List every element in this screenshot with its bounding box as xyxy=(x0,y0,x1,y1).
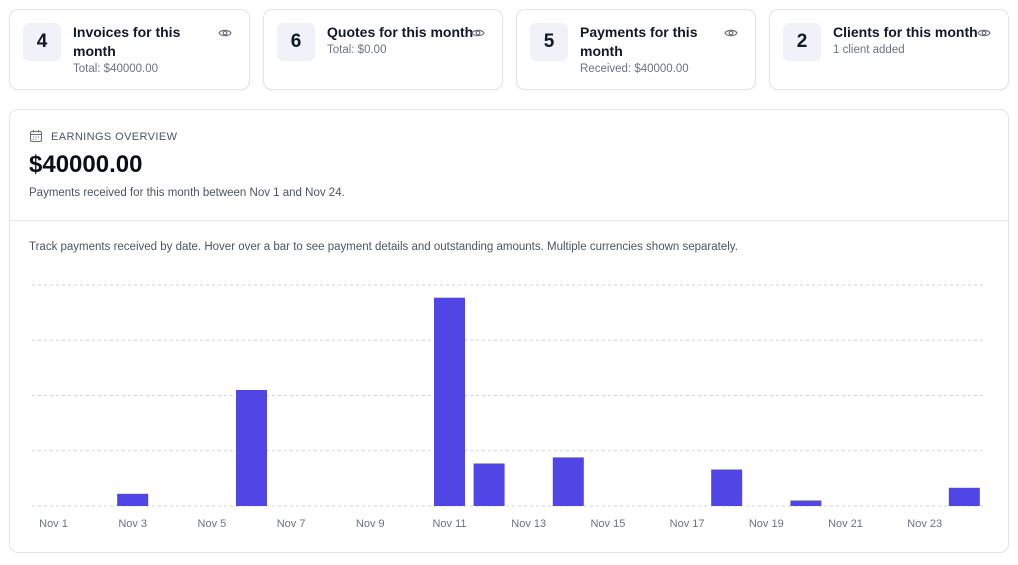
chart-hint: Track payments received by date. Hover o… xyxy=(29,241,738,253)
earnings-description: Payments received for this month between… xyxy=(29,187,345,199)
x-tick-label: Nov 23 xyxy=(907,518,942,530)
invoices-count: 4 xyxy=(23,23,61,61)
earnings-overview-panel: EARNINGS OVERVIEW $40000.00 Payments rec… xyxy=(9,109,1009,553)
quotes-title: Quotes for this month xyxy=(327,24,474,40)
eye-icon[interactable] xyxy=(977,28,991,38)
payments-subtitle: Received: $40000.00 xyxy=(580,63,689,75)
clients-count: 2 xyxy=(783,23,821,61)
x-tick-label: Nov 3 xyxy=(118,518,147,530)
chart-bar-nov-14[interactable] xyxy=(552,457,584,506)
x-tick-label: Nov 11 xyxy=(432,518,466,530)
x-tick-label: Nov 9 xyxy=(356,518,385,530)
clients-subtitle: 1 client added xyxy=(833,44,905,56)
earnings-bar-chart: Nov 1 Nov 3 Nov 5 Nov 7 Nov 9 Nov 11 Nov 13 Nov… xyxy=(32,284,984,530)
chart-bar-nov-18[interactable] xyxy=(711,469,743,507)
x-tick-label: Nov 1 xyxy=(39,518,68,530)
x-tick-label: Nov 21 xyxy=(828,518,863,530)
calendar-icon xyxy=(29,130,43,143)
quotes-card[interactable]: 6 Quotes for this month Total: $0.00 xyxy=(263,9,503,90)
payments-card[interactable]: 5 Payments for this month Received: $400… xyxy=(516,9,756,90)
earnings-amount: $40000.00 xyxy=(29,151,143,178)
invoices-card[interactable]: 4 Invoices for this month Total: $40000.… xyxy=(9,9,250,90)
chart-bar-nov-11[interactable] xyxy=(434,297,465,506)
x-tick-label: Nov 5 xyxy=(198,518,227,530)
invoices-subtitle: Total: $40000.00 xyxy=(73,63,159,75)
eye-icon[interactable] xyxy=(471,28,485,38)
quotes-subtitle: Total: $0.00 xyxy=(327,44,387,56)
x-tick-label: Nov 19 xyxy=(749,518,784,530)
clients-title: Clients for this month xyxy=(833,24,978,40)
clients-card[interactable]: 2 Clients for this month 1 client added xyxy=(769,9,1009,90)
chart-bar-nov-6[interactable] xyxy=(236,390,267,506)
chart-bar-nov-3[interactable] xyxy=(117,493,149,506)
invoices-title: Invoices for this month xyxy=(73,24,181,59)
chart-bar-nov-24[interactable] xyxy=(948,487,980,506)
chart-bar-nov-12[interactable] xyxy=(473,463,505,507)
payments-title: Payments for this month xyxy=(580,24,698,59)
x-tick-label: Nov 17 xyxy=(670,518,705,530)
payments-count: 5 xyxy=(530,23,568,61)
quotes-count: 6 xyxy=(277,23,315,61)
x-tick-label: Nov 7 xyxy=(277,518,306,530)
eye-icon[interactable] xyxy=(218,28,232,38)
panel-divider xyxy=(10,220,1008,221)
eye-icon[interactable] xyxy=(724,28,738,38)
x-tick-label: Nov 15 xyxy=(590,518,625,530)
chart-bar-nov-20[interactable] xyxy=(790,500,822,507)
earnings-overview-label: EARNINGS OVERVIEW xyxy=(51,131,178,143)
x-tick-label: Nov 13 xyxy=(511,518,546,530)
